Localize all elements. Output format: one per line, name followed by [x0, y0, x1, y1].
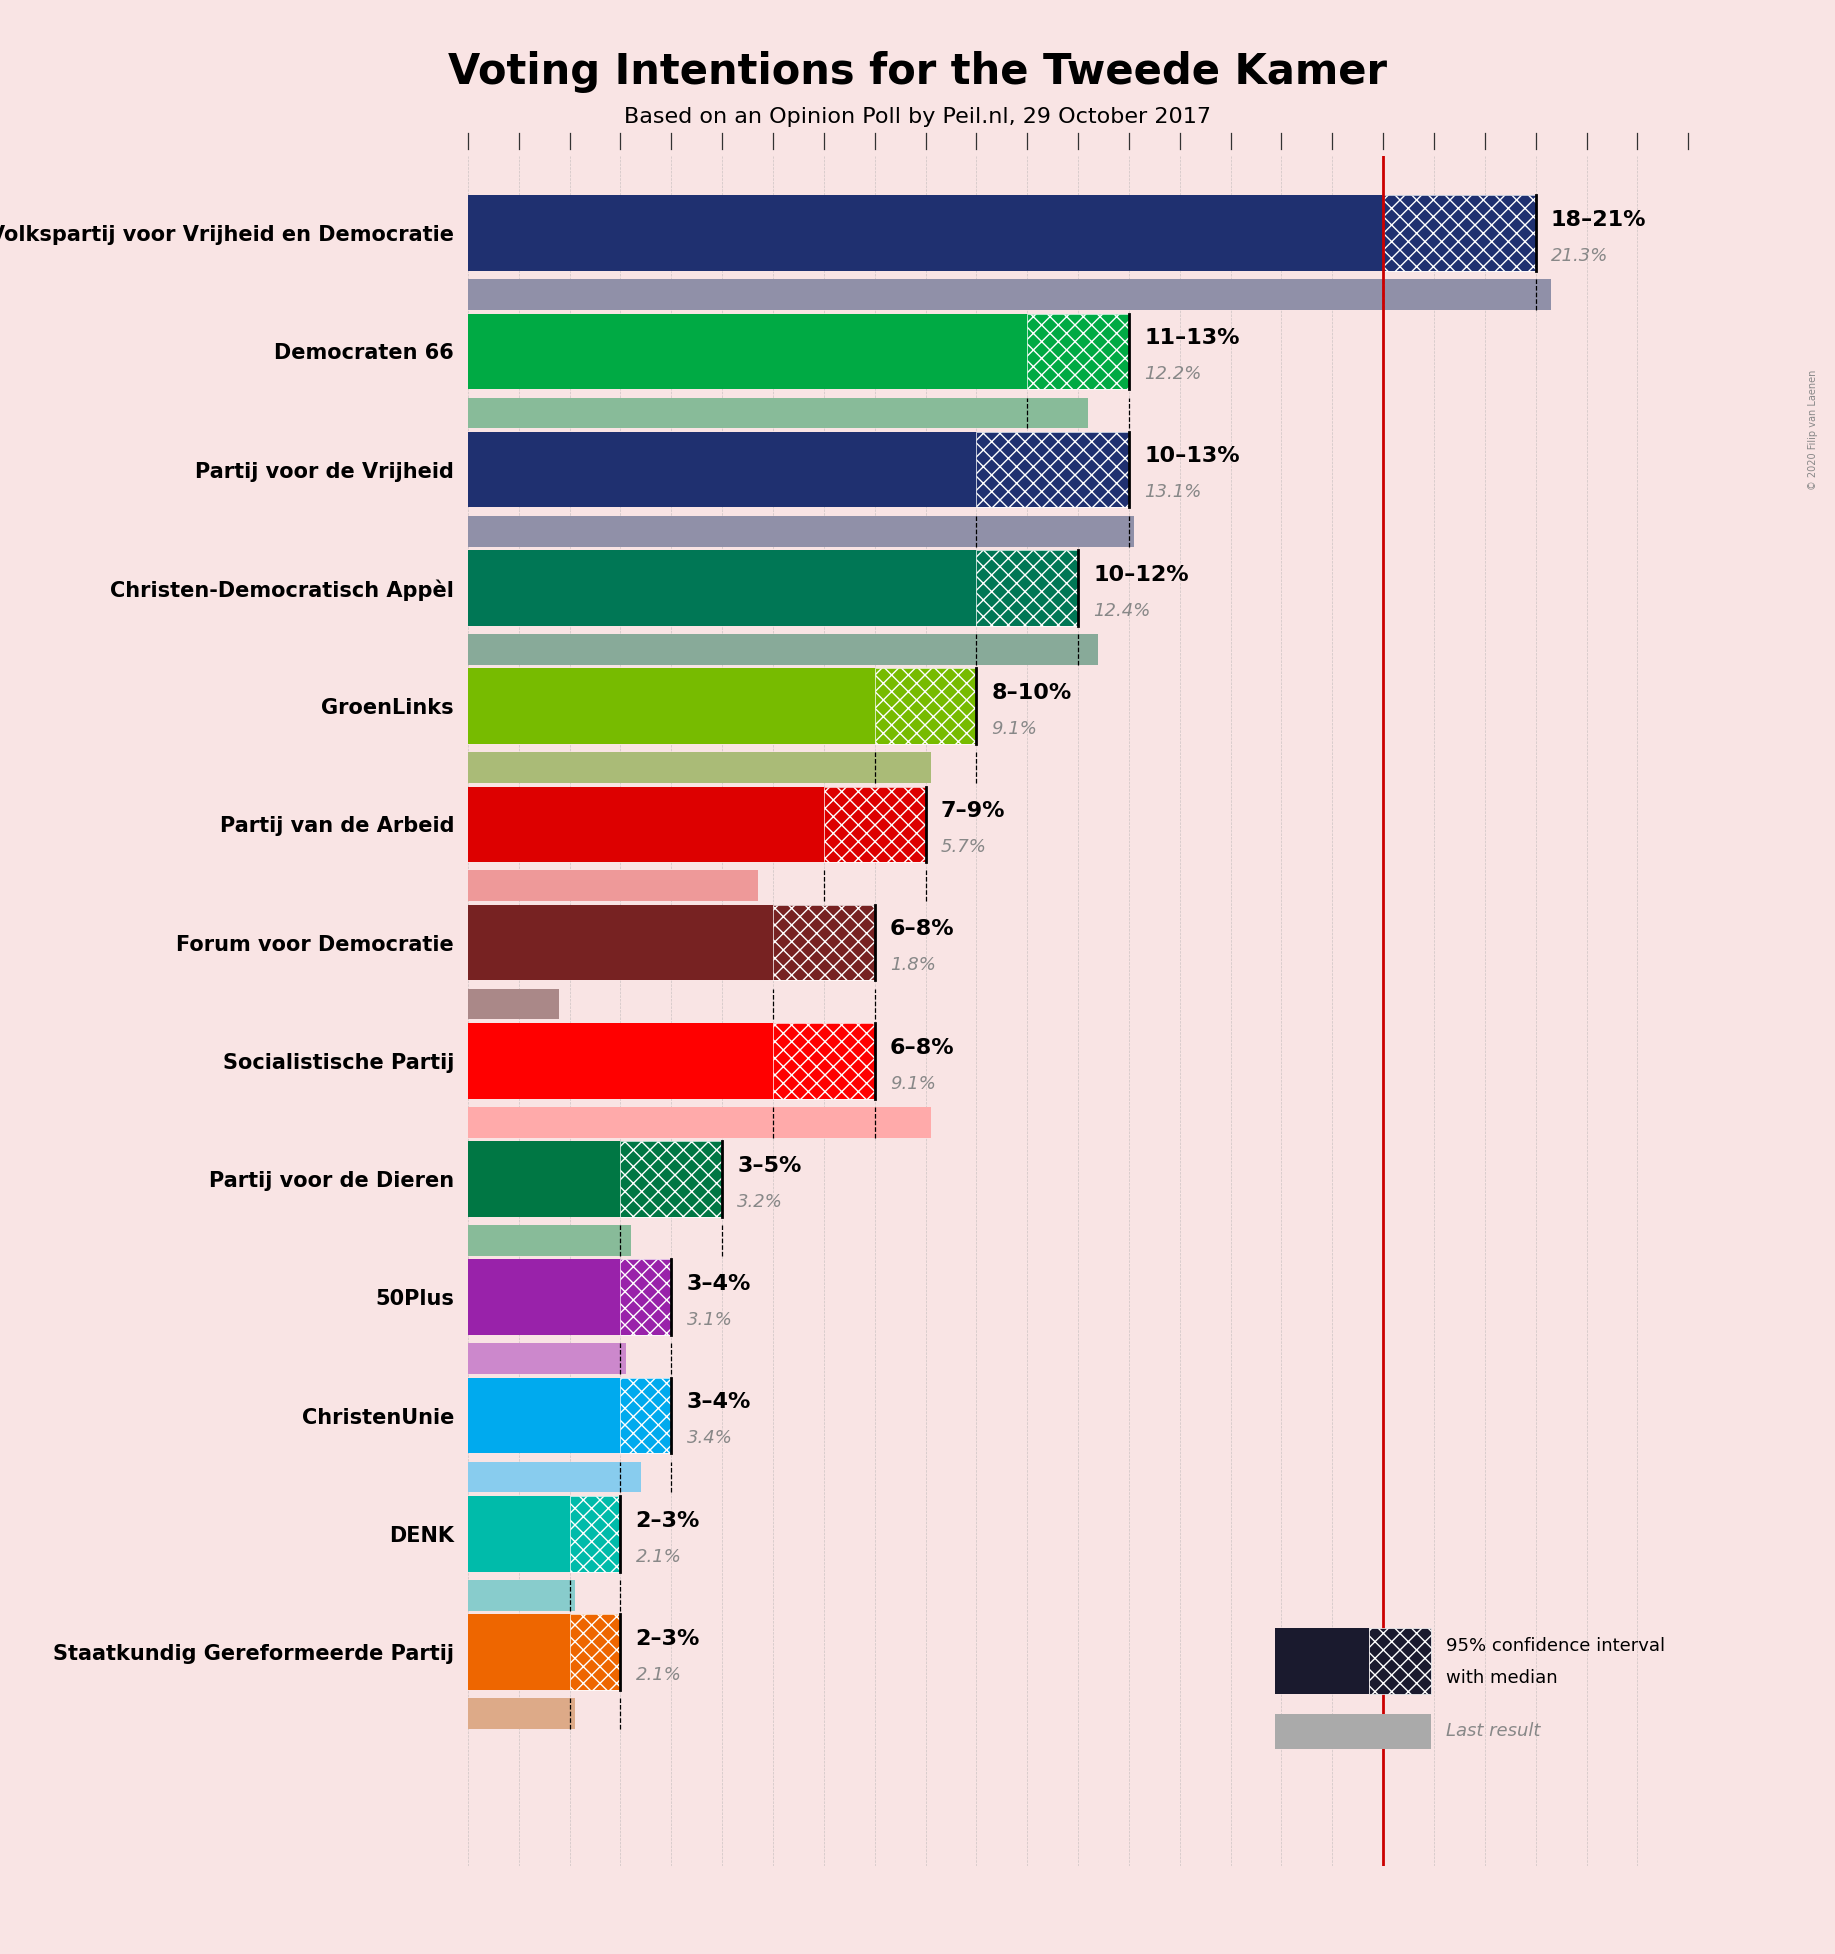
- Bar: [468, 279, 1551, 311]
- Bar: [569, 1614, 620, 1690]
- Text: Voting Intentions for the Tweede Kamer: Voting Intentions for the Tweede Kamer: [448, 51, 1387, 94]
- Text: 3.1%: 3.1%: [686, 1311, 732, 1329]
- Text: 18–21%: 18–21%: [1551, 209, 1646, 231]
- Bar: [468, 432, 976, 508]
- Bar: [468, 1497, 569, 1571]
- Text: 7–9%: 7–9%: [941, 801, 1006, 821]
- Bar: [468, 1344, 626, 1374]
- Bar: [468, 1108, 930, 1137]
- Bar: [468, 989, 560, 1020]
- Bar: [468, 1378, 620, 1454]
- Text: 3.4%: 3.4%: [686, 1428, 732, 1448]
- Bar: [468, 787, 824, 862]
- Bar: [773, 905, 875, 981]
- Bar: [773, 1024, 875, 1098]
- Text: 3–4%: 3–4%: [686, 1274, 751, 1294]
- Bar: [468, 516, 1134, 547]
- Bar: [976, 551, 1077, 625]
- Text: 6–8%: 6–8%: [890, 920, 954, 940]
- Bar: [976, 432, 1129, 508]
- Text: 3.2%: 3.2%: [738, 1192, 784, 1211]
- Bar: [773, 905, 875, 981]
- Bar: [468, 870, 758, 901]
- Text: 2–3%: 2–3%: [635, 1630, 701, 1649]
- Bar: [620, 1141, 723, 1217]
- Bar: [976, 432, 1129, 508]
- Bar: [1384, 195, 1536, 272]
- Bar: [468, 551, 976, 625]
- Text: Based on an Opinion Poll by Peil.nl, 29 October 2017: Based on an Opinion Poll by Peil.nl, 29 …: [624, 107, 1211, 127]
- Text: 3–4%: 3–4%: [686, 1393, 751, 1413]
- Bar: [824, 787, 925, 862]
- Text: with median: with median: [1446, 1669, 1558, 1686]
- Bar: [569, 1614, 620, 1690]
- Text: 2.1%: 2.1%: [635, 1548, 681, 1565]
- Bar: [468, 1260, 620, 1335]
- Text: 12.2%: 12.2%: [1145, 365, 1202, 383]
- Text: 8–10%: 8–10%: [991, 682, 1072, 703]
- Text: 11–13%: 11–13%: [1145, 328, 1240, 348]
- Text: 21.3%: 21.3%: [1551, 246, 1607, 266]
- Bar: [569, 1497, 620, 1571]
- Bar: [468, 195, 1384, 272]
- Text: 2–3%: 2–3%: [635, 1510, 701, 1530]
- Bar: [875, 668, 976, 744]
- Text: 9.1%: 9.1%: [890, 1075, 936, 1092]
- Bar: [875, 668, 976, 744]
- Bar: [824, 787, 925, 862]
- Bar: [620, 1260, 672, 1335]
- Bar: [468, 1698, 574, 1729]
- Text: 2.1%: 2.1%: [635, 1665, 681, 1684]
- Text: 5.7%: 5.7%: [941, 838, 987, 856]
- Bar: [468, 1581, 574, 1610]
- Bar: [468, 313, 1028, 389]
- Bar: [468, 633, 1099, 664]
- Bar: [1028, 313, 1129, 389]
- Bar: [620, 1260, 672, 1335]
- Text: 10–12%: 10–12%: [1094, 565, 1189, 584]
- Bar: [468, 905, 773, 981]
- Text: 95% confidence interval: 95% confidence interval: [1446, 1637, 1664, 1655]
- Bar: [620, 1378, 672, 1454]
- Bar: [468, 752, 930, 784]
- Bar: [468, 1141, 620, 1217]
- Bar: [468, 1024, 773, 1098]
- Bar: [468, 668, 875, 744]
- Bar: [468, 1225, 631, 1256]
- Bar: [620, 1141, 723, 1217]
- Bar: [773, 1024, 875, 1098]
- Text: 1.8%: 1.8%: [890, 956, 936, 975]
- Bar: [569, 1497, 620, 1571]
- Bar: [976, 551, 1077, 625]
- Bar: [620, 1378, 672, 1454]
- Text: 10–13%: 10–13%: [1145, 446, 1240, 467]
- Bar: [468, 1614, 569, 1690]
- Bar: [1384, 195, 1536, 272]
- Text: © 2020 Filip van Laenen: © 2020 Filip van Laenen: [1807, 369, 1818, 490]
- Text: Last result: Last result: [1446, 1721, 1540, 1741]
- Text: 9.1%: 9.1%: [991, 719, 1037, 739]
- Bar: [468, 1462, 640, 1493]
- Bar: [468, 397, 1088, 428]
- Text: 12.4%: 12.4%: [1094, 602, 1151, 619]
- Text: 13.1%: 13.1%: [1145, 483, 1202, 502]
- Text: 3–5%: 3–5%: [738, 1157, 802, 1176]
- Text: 6–8%: 6–8%: [890, 1038, 954, 1057]
- Bar: [1028, 313, 1129, 389]
